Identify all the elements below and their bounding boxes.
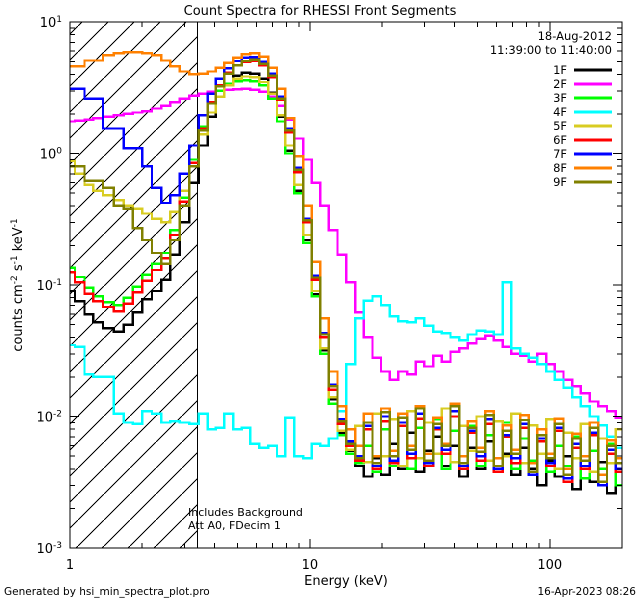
axis-tick-labels: 1 10 100 101 100 10-1 10-2 10-3 (36, 15, 562, 573)
ylabel-p3: -1 (10, 255, 20, 264)
page-title: Count Spectra for RHESSI Front Segments (184, 4, 457, 19)
spectra-curves (70, 50, 622, 495)
legend-label-2F[interactable]: 2F (553, 77, 567, 91)
footer-generator: Generated by hsi_min_spectra_plot.pro (4, 586, 210, 598)
ylabel-p0: counts cm (11, 284, 26, 351)
x-tick-label: 100 (537, 558, 562, 573)
svg-text:counts cm-2 s-1 keV-1: counts cm-2 s-1 keV-1 (10, 218, 26, 351)
spectrum-curve-2F (70, 87, 622, 419)
legend-label-9F[interactable]: 9F (553, 175, 567, 189)
low-energy-hatched-region (70, 22, 198, 548)
hatch-fill (70, 22, 198, 548)
spectrum-curve-7F (70, 56, 622, 487)
ylabel-p2: s (11, 264, 26, 275)
spectrum-curve-9F (70, 58, 622, 483)
spectrum-curve-5F (70, 75, 622, 473)
y-tick-label: 100 (40, 147, 63, 163)
y-axis-label: counts cm-2 s-1 keV-1 (10, 218, 26, 351)
axis-ticks (69, 21, 623, 549)
ylabel-p5: -1 (10, 218, 20, 227)
annotation-attenuator: Att A0, FDecim 1 (188, 519, 281, 532)
x-tick-label: 1 (66, 558, 74, 573)
x-axis-label: Energy (keV) (304, 574, 388, 589)
legend-label-8F[interactable]: 8F (553, 161, 567, 175)
y-tick-label: 10-1 (36, 278, 62, 294)
legend-label-6F[interactable]: 6F (553, 133, 567, 147)
spectrum-curve-3F (70, 79, 622, 487)
legend-label-5F[interactable]: 5F (553, 119, 567, 133)
annotation-includes-background: Includes Background (188, 506, 303, 519)
spectrum-curve-4F (70, 281, 622, 460)
ylabel-p1: -2 (10, 275, 20, 284)
legend-label-3F[interactable]: 3F (553, 91, 567, 105)
footer-timestamp: 16-Apr-2023 08:26 (537, 586, 636, 598)
x-tick-label: 10 (302, 558, 319, 573)
y-tick-label: 10-3 (36, 541, 62, 557)
ylabel-p4: keV (11, 227, 26, 255)
observation-date: 18-Aug-2012 (538, 29, 612, 43)
observation-interval: 11:39:00 to 11:40:00 (490, 43, 612, 57)
y-tick-label: 10-2 (36, 410, 62, 426)
legend-label-1F[interactable]: 1F (553, 63, 567, 77)
legend-label-7F[interactable]: 7F (553, 147, 567, 161)
legend-label-4F[interactable]: 4F (553, 105, 567, 119)
y-tick-label: 101 (40, 15, 62, 31)
